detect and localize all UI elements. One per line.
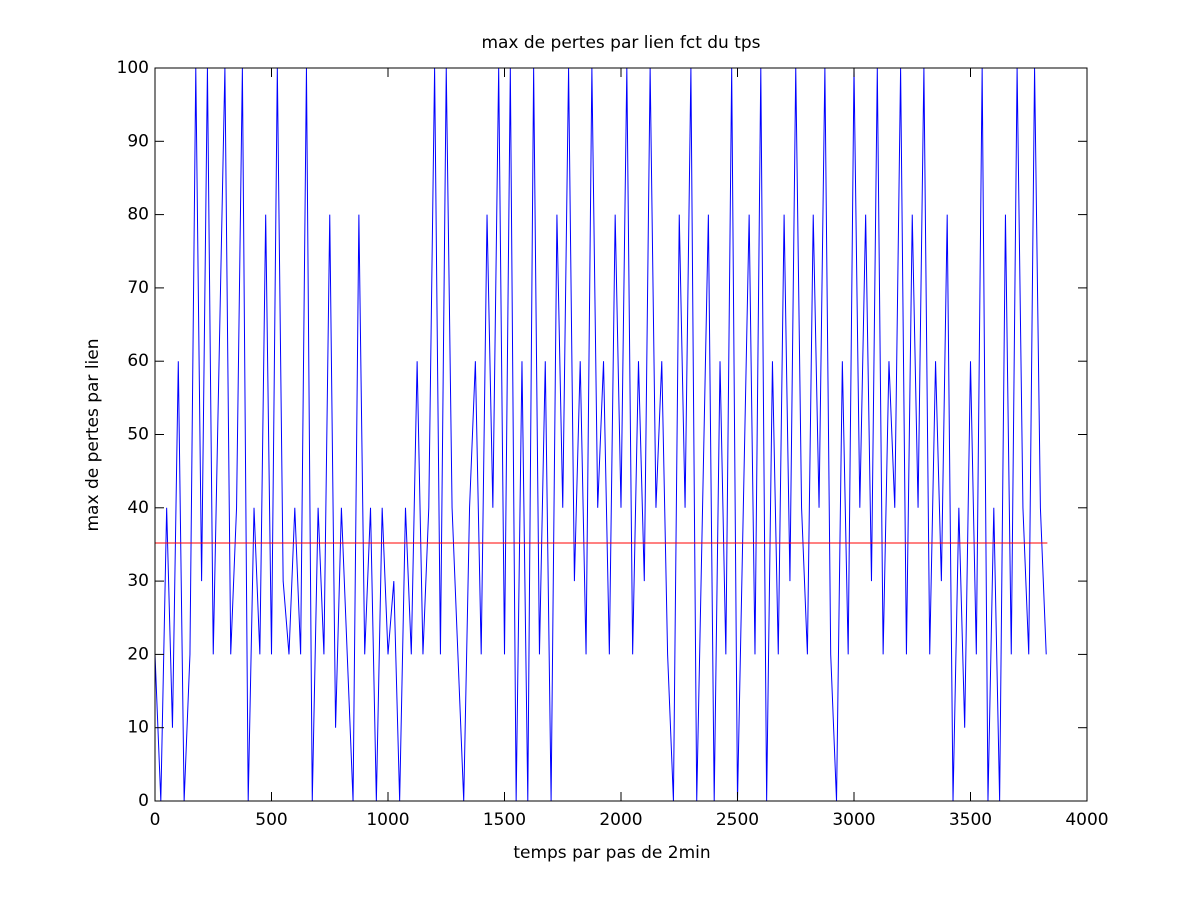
x-tick-label: 2000 (599, 810, 642, 830)
x-tick-label: 2500 (716, 810, 759, 830)
x-axis-label: temps par pas de 2min (513, 843, 710, 863)
y-tick-label: 100 (117, 58, 149, 78)
y-tick-label: 50 (127, 425, 149, 445)
data-line (154, 67, 1047, 802)
y-tick-label: 30 (127, 571, 149, 591)
x-tick-label: 0 (150, 810, 161, 830)
y-tick-label: 80 (127, 205, 149, 225)
x-tick-label: 3500 (949, 810, 992, 830)
y-tick-label: 90 (127, 131, 149, 151)
x-tick-label: 1000 (366, 810, 409, 830)
chart-title: max de pertes par lien fct du tps (481, 33, 760, 53)
y-tick-label: 0 (138, 791, 149, 811)
x-tick-label: 1500 (483, 810, 526, 830)
y-tick-label: 60 (127, 351, 149, 371)
y-tick-label: 10 (127, 718, 149, 738)
y-tick-label: 40 (127, 498, 149, 518)
y-axis-label: max de pertes par lien (83, 338, 103, 531)
y-tick-label: 20 (127, 644, 149, 664)
x-tick-label: 4000 (1065, 810, 1108, 830)
x-tick-label: 3000 (832, 810, 875, 830)
y-tick-label: 70 (127, 278, 149, 298)
x-tick-label: 500 (255, 810, 287, 830)
